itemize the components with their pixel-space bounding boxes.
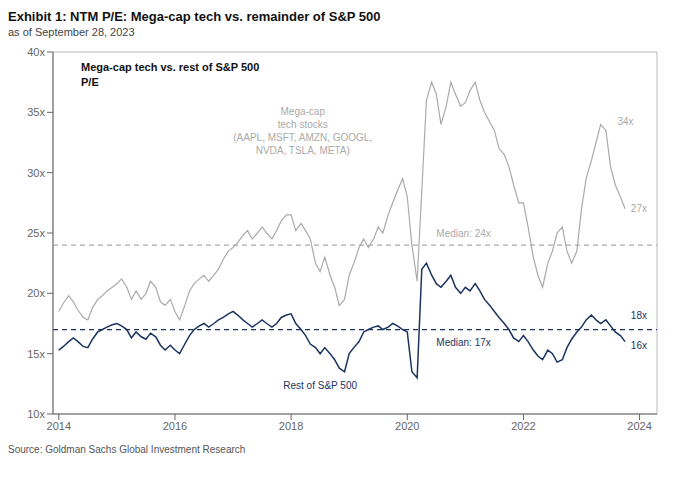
svg-text:35x: 35x <box>27 106 45 118</box>
svg-text:2014: 2014 <box>47 420 71 432</box>
svg-text:2020: 2020 <box>395 420 419 432</box>
svg-text:2022: 2022 <box>511 420 535 432</box>
svg-text:34x: 34x <box>618 116 634 127</box>
svg-text:16x: 16x <box>631 340 647 351</box>
svg-text:20x: 20x <box>27 287 45 299</box>
svg-text:Rest of S&P 500: Rest of S&P 500 <box>283 380 357 391</box>
svg-text:2024: 2024 <box>627 420 651 432</box>
svg-text:40x: 40x <box>27 46 45 58</box>
svg-text:25x: 25x <box>27 227 45 239</box>
svg-text:10x: 10x <box>27 408 45 420</box>
svg-text:Mega-captech stocks(AAPL, MSFT: Mega-captech stocks(AAPL, MSFT, AMZN, GO… <box>233 106 372 156</box>
svg-text:Median: 24x: Median: 24x <box>436 228 490 239</box>
html-text:Exhibit 1: NTM P/E: Mega-cap t: Exhibit 1: NTM P/E: Mega-cap tech vs. re… <box>8 9 381 24</box>
svg-text:30x: 30x <box>27 167 45 179</box>
html-text:Source: Goldman Sachs Global I: Source: Goldman Sachs Global Investment … <box>8 444 246 455</box>
svg-text:Median: 17x: Median: 17x <box>436 337 490 348</box>
svg-text:2018: 2018 <box>279 420 303 432</box>
svg-text:Mega-cap tech vs. rest of S&P: Mega-cap tech vs. rest of S&P 500P/E <box>81 61 259 87</box>
svg-text:15x: 15x <box>27 348 45 360</box>
svg-text:27x: 27x <box>631 203 647 214</box>
svg-text:18x: 18x <box>631 310 647 321</box>
svg-text:2016: 2016 <box>163 420 187 432</box>
html-text:as of September 28, 2023: as of September 28, 2023 <box>8 26 135 38</box>
